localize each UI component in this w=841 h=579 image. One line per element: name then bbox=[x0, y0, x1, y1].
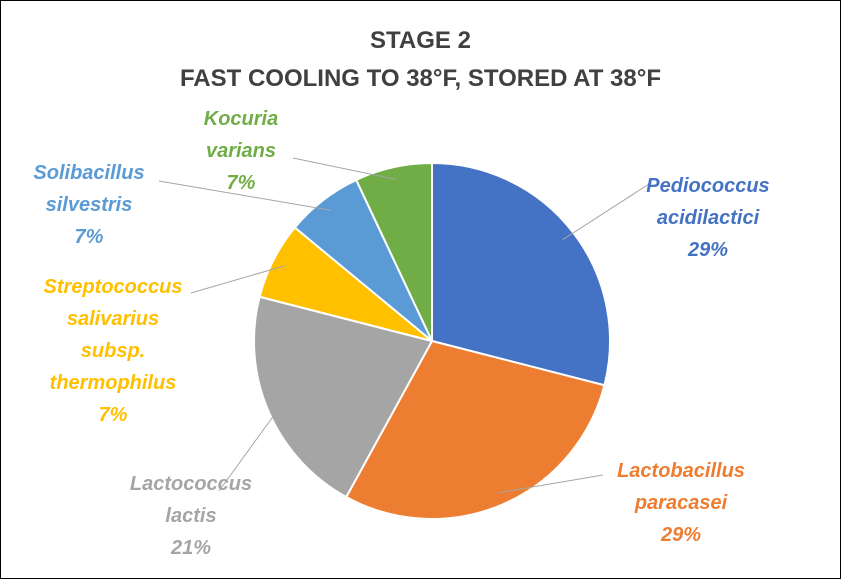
category-label: Pediococcus acidilactici bbox=[646, 175, 770, 229]
pie-slice bbox=[344, 339, 606, 520]
chart-subtitle: FAST COOLING TO 38°F, STORED AT 38°F bbox=[179, 65, 662, 92]
chart-title: STAGE 2 bbox=[370, 27, 471, 54]
data-label: Lactobacillus paracasei 29% bbox=[606, 455, 756, 551]
leader-line bbox=[218, 406, 281, 492]
leader-line bbox=[497, 474, 604, 494]
data-label: Solibacillus silvestris 7% bbox=[19, 157, 159, 253]
data-label: Lactococcus lactis 21% bbox=[121, 468, 261, 564]
category-label: Kocuria varians bbox=[203, 108, 279, 162]
value-label: 7% bbox=[74, 226, 104, 248]
data-label: Kocuria varians 7% bbox=[189, 103, 294, 199]
data-label: Streptococcus salivarius subsp. thermoph… bbox=[34, 271, 192, 431]
pie-slice bbox=[431, 161, 611, 387]
data-label: Pediococcus acidilactici 29% bbox=[641, 170, 776, 266]
pie-slice bbox=[354, 161, 433, 342]
pie-slice bbox=[253, 295, 434, 499]
leader-line bbox=[562, 183, 650, 240]
value-label: 7% bbox=[98, 404, 128, 426]
category-label: Lactococcus lactis bbox=[129, 473, 253, 527]
value-label: 29% bbox=[687, 239, 729, 261]
category-label: Lactobacillus paracasei bbox=[617, 460, 745, 514]
leader-line bbox=[292, 157, 396, 180]
value-label: 29% bbox=[660, 524, 702, 546]
leader-line bbox=[190, 265, 285, 294]
value-label: 21% bbox=[170, 537, 212, 559]
category-label: Streptococcus salivarius subsp. thermoph… bbox=[43, 276, 183, 394]
value-label: 7% bbox=[226, 172, 256, 194]
category-label: Solibacillus silvestris bbox=[33, 162, 145, 216]
leader-line bbox=[158, 180, 331, 211]
